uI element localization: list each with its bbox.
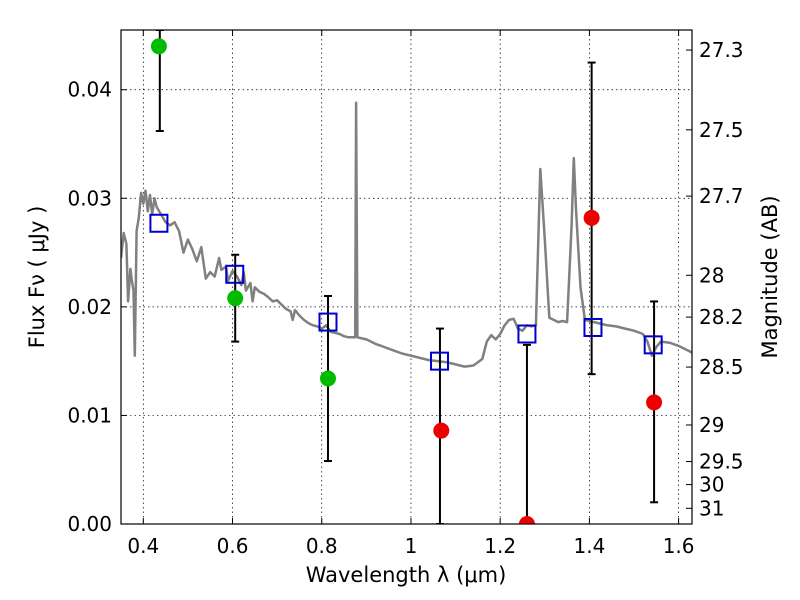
observed-flux-point: [518, 516, 535, 524]
x-tick-label: 1.6: [663, 534, 695, 558]
y2-tick-label: 27.3: [699, 38, 744, 62]
y2-tick-label: 28.2: [699, 305, 744, 329]
x-tick-label: 1.2: [484, 534, 516, 558]
x-tick-label: 1.4: [573, 534, 605, 558]
model-flux-square: [318, 312, 338, 332]
x-axis-label: Wavelength λ (μm): [306, 563, 507, 587]
x-tick-label: 1: [405, 534, 418, 558]
y-tick-label: 0.02: [67, 295, 112, 319]
y-axis-label: Flux Fν ( μJy ): [25, 206, 49, 349]
model-flux-square: [149, 213, 169, 233]
observed-flux-point: [319, 370, 336, 387]
observed-flux-point: [433, 422, 450, 439]
model-flux-square: [583, 317, 603, 337]
axis-ticks: 0.4 0.6 0.8 1 1.2 1.4 1.6 0.00 0.01 0.02 0.03 0.04 2…: [67, 30, 744, 558]
observed-flux-point: [150, 38, 167, 55]
y2-tick-label: 30: [699, 473, 724, 497]
y-tick-label: 0.04: [67, 78, 112, 102]
observed-flux-point: [583, 209, 600, 226]
y-tick-label: 0.03: [67, 186, 112, 210]
y2-tick-label: 28.5: [699, 355, 744, 379]
y2-tick-label: 31: [699, 496, 724, 520]
y2-tick-label: 29.5: [699, 450, 744, 474]
x-tick-label: 0.4: [127, 534, 159, 558]
sed-model-line: [121, 101, 692, 368]
y-tick-label: 0.00: [67, 512, 112, 536]
y2-tick-label: 28: [699, 263, 724, 287]
y2-tick-label: 29: [699, 413, 724, 437]
observed-flux-point: [646, 394, 663, 411]
model-flux-square: [643, 335, 663, 355]
plot-frame: [120, 29, 693, 525]
y2-tick-label: 27.7: [699, 184, 744, 208]
y-tick-label: 0.01: [67, 403, 112, 427]
x-tick-label: 0.6: [217, 534, 249, 558]
y2-tick-label: 27.5: [699, 118, 744, 142]
y2-axis-label: Magnitude (AB): [758, 195, 782, 358]
model-flux-square: [430, 351, 450, 371]
observed-flux-point: [227, 290, 244, 307]
model-flux-square: [225, 264, 245, 284]
x-tick-label: 0.8: [306, 534, 338, 558]
plot-area: [121, 30, 692, 524]
model-flux-square: [517, 324, 537, 344]
